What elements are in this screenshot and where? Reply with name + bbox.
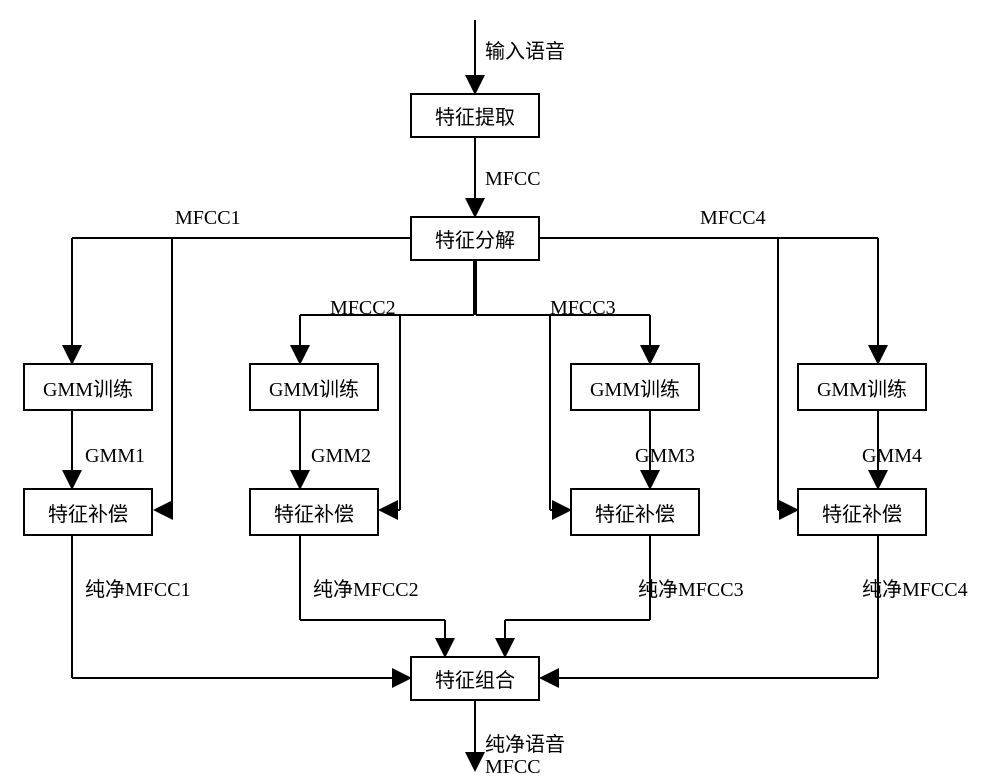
label-text: MFCC4 [700,207,766,229]
box-feature-decompose: 特征分解 [410,216,540,261]
label-pure-speech: 纯净语音 [485,728,565,757]
box-comp2: 特征补偿 [249,488,379,536]
label-pure4: 纯净MFCC4 [862,573,968,602]
label-pure2: 纯净MFCC2 [313,573,419,602]
label-text: GMM3 [635,445,695,467]
box-label: GMM训练 [43,373,133,402]
label-mfcc-top: MFCC [485,168,541,191]
label-text: 输入语音 [485,41,565,63]
box-label: 特征提取 [435,101,515,130]
box-comp4: 特征补偿 [797,488,927,536]
box-gmm2: GMM训练 [249,363,379,411]
label-text: GMM1 [85,445,145,467]
label-mfcc2: MFCC2 [330,297,396,320]
box-gmm3: GMM训练 [570,363,700,411]
box-label: 特征补偿 [48,498,128,527]
box-label: 特征补偿 [274,498,354,527]
label-mfcc1: MFCC1 [175,207,241,230]
label-pure3: 纯净MFCC3 [638,573,744,602]
label-text: 纯净MFCC1 [85,579,191,601]
label-mfcc4: MFCC4 [700,207,766,230]
box-label: 特征补偿 [595,498,675,527]
label-mfcc3: MFCC3 [550,297,616,320]
label-text: MFCC [485,756,541,778]
label-text: 纯净MFCC4 [862,579,968,601]
label-text: 纯净MFCC2 [313,579,419,601]
label-gmm3: GMM3 [635,445,695,468]
box-gmm1: GMM训练 [23,363,153,411]
label-gmm1: GMM1 [85,445,145,468]
box-label: 特征组合 [435,664,515,693]
label-text: MFCC2 [330,297,396,319]
box-label: GMM训练 [817,373,907,402]
label-pure1: 纯净MFCC1 [85,573,191,602]
label-text: GMM2 [311,445,371,467]
label-input-speech: 输入语音 [485,35,565,64]
box-comp1: 特征补偿 [23,488,153,536]
box-feature-extract: 特征提取 [410,93,540,138]
box-label: 特征分解 [435,224,515,253]
label-text: MFCC [485,168,541,190]
label-text: GMM4 [862,445,922,467]
box-label: GMM训练 [269,373,359,402]
box-feature-combine: 特征组合 [410,656,540,701]
label-text: MFCC3 [550,297,616,319]
label-text: MFCC1 [175,207,241,229]
label-gmm4: GMM4 [862,445,922,468]
label-text: 纯净语音 [485,734,565,756]
label-gmm2: GMM2 [311,445,371,468]
box-label: GMM训练 [590,373,680,402]
label-mfcc-bottom: MFCC [485,756,541,779]
box-comp3: 特征补偿 [570,488,700,536]
box-label: 特征补偿 [822,498,902,527]
label-text: 纯净MFCC3 [638,579,744,601]
box-gmm4: GMM训练 [797,363,927,411]
